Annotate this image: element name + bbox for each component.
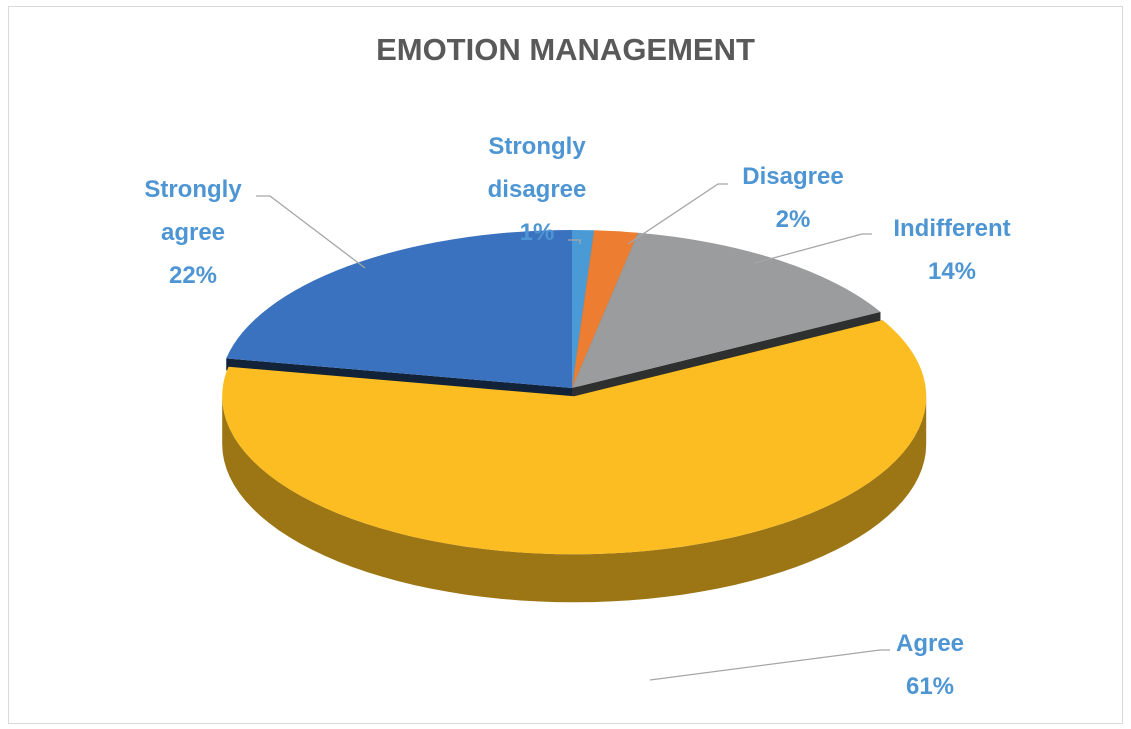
data-label: Strongly agree 22%: [118, 168, 268, 297]
chart-title: EMOTION MANAGEMENT: [376, 32, 755, 67]
pie-slice: [572, 232, 881, 388]
label-value: 2%: [775, 206, 811, 233]
label-value: 1%: [519, 219, 555, 246]
label-category: Indifferent: [893, 215, 1011, 242]
label-category: Agree: [895, 630, 965, 657]
data-label: Strongly disagree 1%: [467, 125, 607, 254]
data-label: Disagree 2%: [718, 155, 868, 241]
leader-line: [649, 649, 890, 681]
data-label: Indifferent 14%: [862, 207, 1042, 293]
pie-slice: [222, 320, 927, 555]
leader-line: [627, 183, 728, 245]
label-value: 22%: [168, 262, 218, 289]
label-value: 14%: [927, 258, 977, 285]
pie-slice: [572, 230, 638, 388]
label-value: 61%: [905, 673, 955, 700]
leader-line: [256, 195, 366, 269]
leader-line: [568, 239, 581, 244]
pie-slice: [572, 230, 595, 388]
data-label: Agree 61%: [855, 622, 1005, 708]
label-category: Strongly disagree: [487, 133, 587, 203]
slice-side: [222, 396, 927, 603]
label-category: Strongly agree: [144, 176, 242, 246]
label-category: Disagree: [742, 163, 844, 190]
pie-slice: [226, 230, 572, 388]
chart-frame: [8, 6, 1123, 724]
leader-line: [754, 233, 872, 264]
